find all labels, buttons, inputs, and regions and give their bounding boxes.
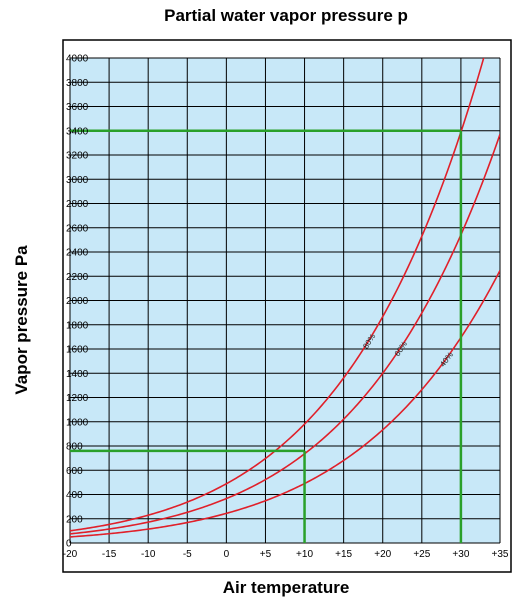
chart-title: Partial water vapor pressure p <box>164 6 408 25</box>
y-tick-label-5: 1000 <box>66 417 89 428</box>
y-tick-label-12: 2400 <box>66 248 89 259</box>
y-tick-label-14: 2800 <box>66 199 89 210</box>
x-tick-label-7: +15 <box>335 549 352 560</box>
y-tick-label-9: 1800 <box>66 320 89 331</box>
y-tick-label-0: 0 <box>66 539 72 550</box>
x-ticks: -20 -15 -10 -5 0 +5 +10 +15 +20 +25 +30 +35 <box>63 549 509 560</box>
y-tick-label-7: 1400 <box>66 369 89 380</box>
y-tick-label-18: 3600 <box>66 102 89 113</box>
y-tick-label-6: 1200 <box>66 393 89 404</box>
x-tick-label-2: -10 <box>141 549 156 560</box>
guides <box>70 129 463 543</box>
x-tick-label-5: +5 <box>260 549 272 560</box>
x-tick-label-1: -15 <box>102 549 117 560</box>
x-tick-label-0: -20 <box>63 549 78 560</box>
x-tick-label-3: -5 <box>183 549 192 560</box>
y-tick-label-8: 1600 <box>66 345 89 356</box>
y-tick-label-10: 2000 <box>66 296 89 307</box>
y-tick-label-3: 600 <box>66 466 83 477</box>
curves <box>70 58 500 538</box>
x-tick-label-4: 0 <box>224 549 230 560</box>
y-ticks: 0 200 400 600 800 1000 1200 1400 1600 1800 2000 220… <box>66 54 89 550</box>
y-tick-label-2: 400 <box>66 490 83 501</box>
y-tick-label-4: 800 <box>66 442 83 453</box>
x-tick-label-8: +20 <box>374 549 391 560</box>
y-tick-label-1: 200 <box>66 514 83 525</box>
y-tick-label-16: 3200 <box>66 151 89 162</box>
series-line-0 <box>70 58 485 532</box>
y-tick-label-13: 2600 <box>66 223 89 234</box>
y-tick-label-15: 3000 <box>66 175 89 186</box>
grid <box>69 57 501 544</box>
x-tick-label-10: +30 <box>452 549 469 560</box>
x-tick-label-6: +10 <box>296 549 313 560</box>
x-tick-label-9: +25 <box>413 549 430 560</box>
y-tick-label-20: 4000 <box>66 54 89 65</box>
x-tick-label-11: +35 <box>492 549 509 560</box>
y-tick-label-17: 3400 <box>66 126 89 137</box>
y-tick-label-19: 3800 <box>66 78 89 89</box>
x-axis-label: Air temperature <box>222 578 350 597</box>
y-tick-label-11: 2200 <box>66 272 89 283</box>
series-line-1 <box>70 134 500 535</box>
series-line-2 <box>70 270 500 538</box>
plot-frame <box>62 39 512 573</box>
